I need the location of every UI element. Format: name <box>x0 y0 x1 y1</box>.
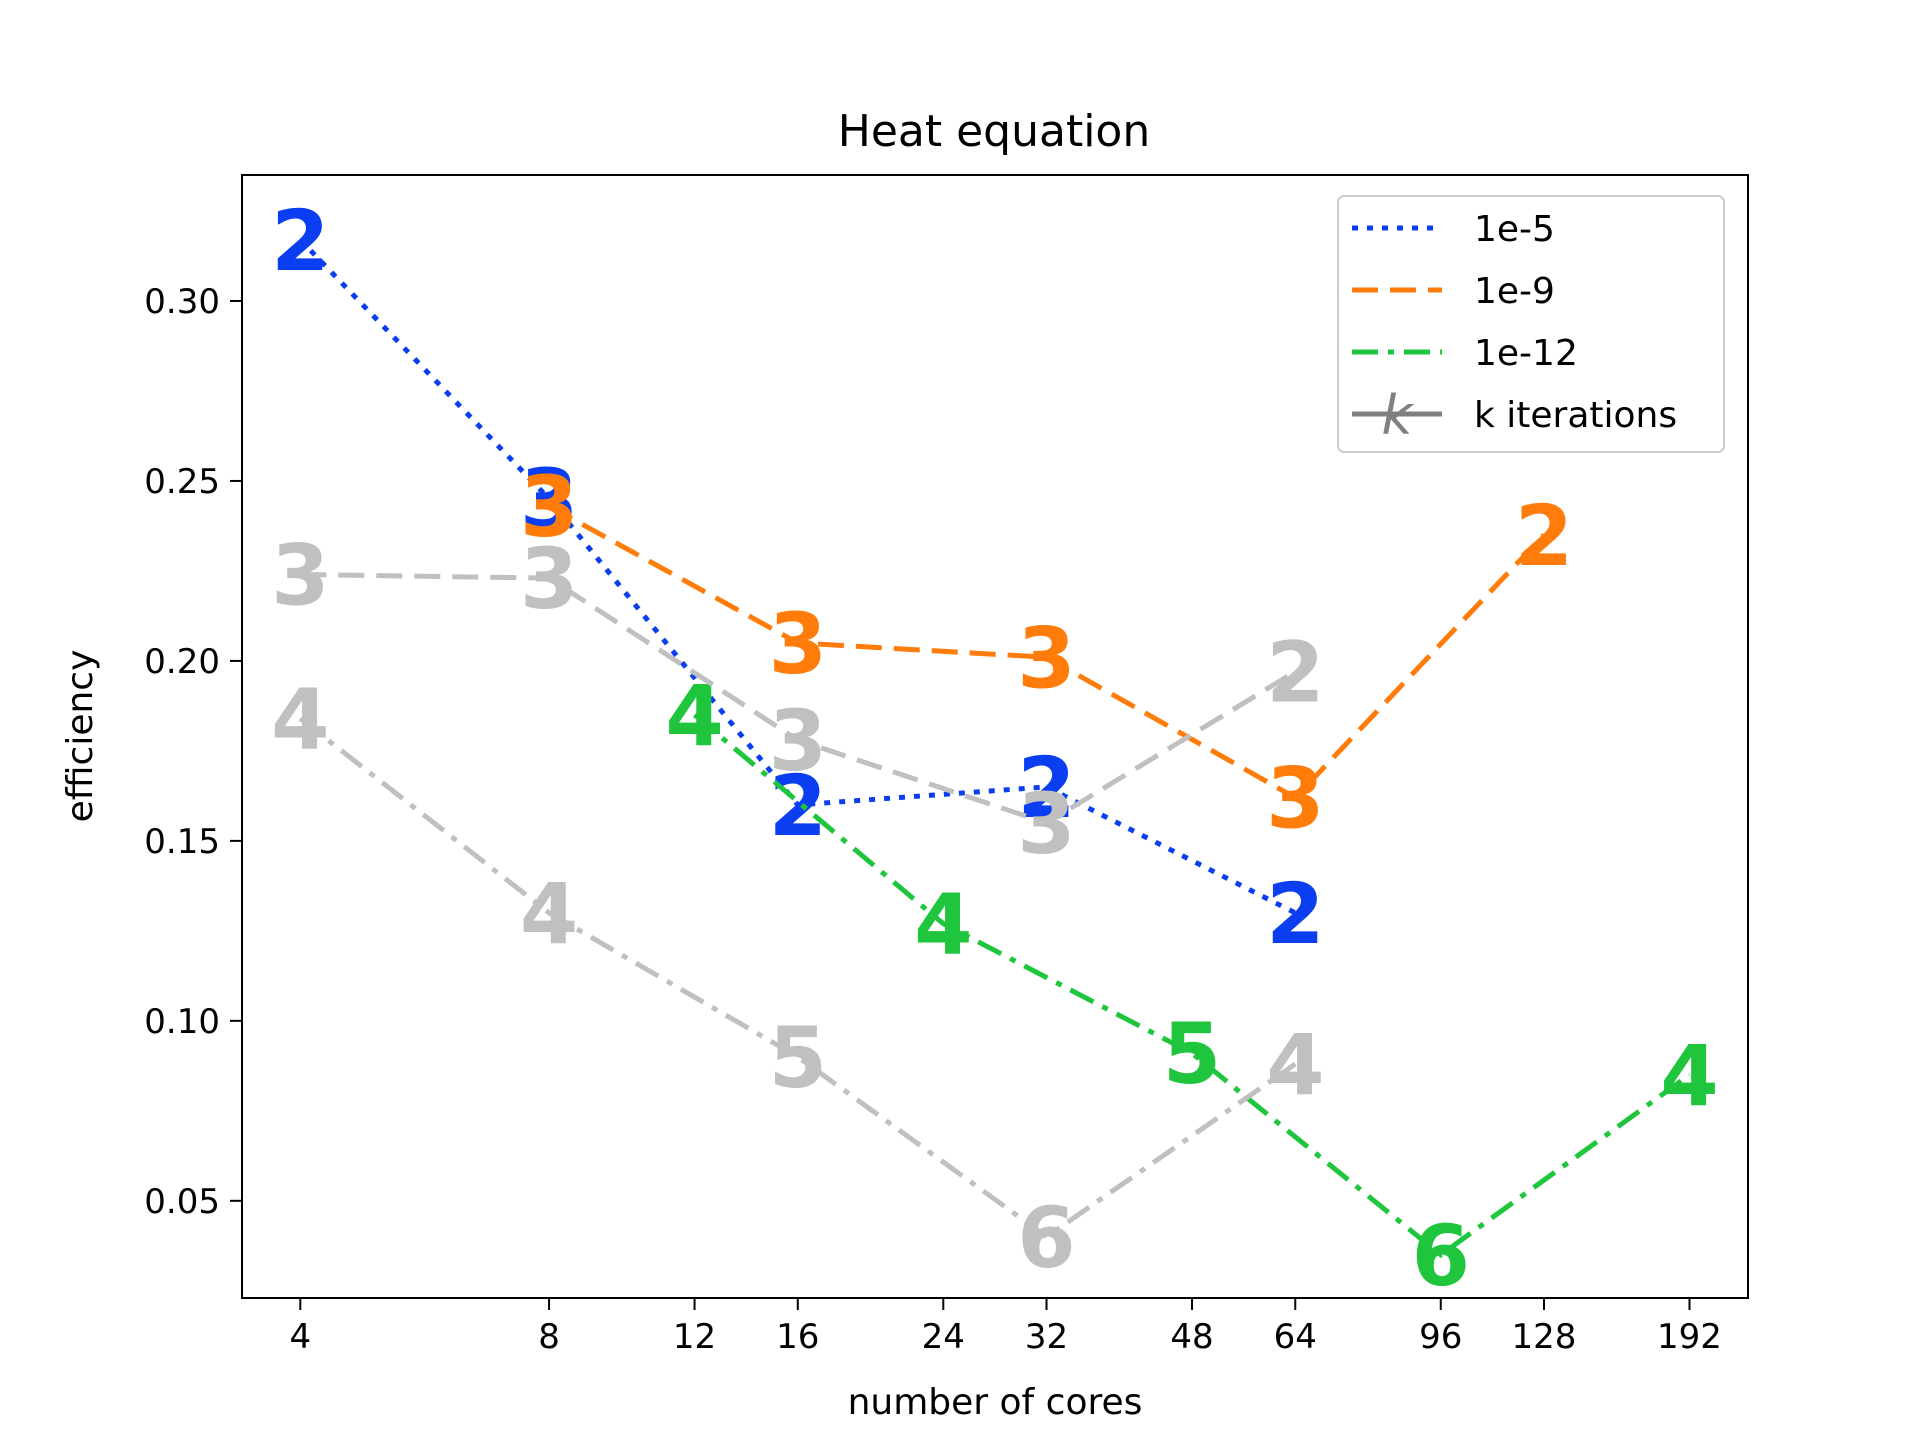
series-line <box>547 503 1546 801</box>
y-tick-label: 0.05 <box>144 1182 220 1222</box>
iteration-label: 2 <box>1266 624 1324 722</box>
legend-label: 1e-12 <box>1474 333 1578 374</box>
iteration-label: 4 <box>914 876 972 974</box>
iteration-label: 2 <box>1515 487 1573 585</box>
chart-title: Heat equation <box>838 106 1151 157</box>
iteration-label: 6 <box>1017 1189 1075 1287</box>
iteration-label: 3 <box>769 692 827 790</box>
legend-box <box>1337 195 1725 453</box>
x-tick-label: 128 <box>1512 1317 1577 1357</box>
y-tick-label: 0.20 <box>144 642 220 682</box>
iteration-label: 2 <box>769 757 827 855</box>
x-tick-label: 192 <box>1657 1317 1722 1357</box>
iteration-label: 4 <box>1266 1016 1324 1114</box>
series-line <box>692 712 1691 1258</box>
y-tick-label: 0.10 <box>144 1002 220 1042</box>
legend-item: 1e-9 <box>1352 271 1555 312</box>
iteration-label: 6 <box>1412 1207 1470 1305</box>
y-tick-label: 0.25 <box>144 462 220 502</box>
x-tick-label: 64 <box>1274 1317 1317 1357</box>
iteration-label: 3 <box>520 451 578 549</box>
series-1: 33 332 <box>520 458 1573 848</box>
series-line <box>300 572 1297 826</box>
series-line <box>298 716 1297 1240</box>
iteration-label: 3 <box>1266 750 1324 848</box>
x-tick-label: 48 <box>1170 1317 1213 1357</box>
iteration-label: 4 <box>271 671 329 769</box>
iteration-label: 3 <box>1017 609 1075 707</box>
y-axis: 0.05 0.10 0.15 0.20 0.25 0.30 <box>144 282 242 1222</box>
x-tick-label: 12 <box>673 1317 716 1357</box>
x-axis-label: number of cores <box>848 1382 1143 1423</box>
y-tick-label: 0.15 <box>144 822 220 862</box>
iteration-label: 2 <box>1266 865 1324 963</box>
x-tick-label: 96 <box>1419 1317 1462 1357</box>
x-tick-label: 4 <box>289 1317 311 1357</box>
x-tick-label: 16 <box>776 1317 819 1357</box>
legend-label: 1e-5 <box>1474 209 1555 250</box>
legend-k-marker: k <box>1381 384 1415 447</box>
x-tick-label: 8 <box>538 1317 560 1357</box>
iteration-label: 3 <box>520 458 578 556</box>
iteration-label: 2 <box>271 192 329 290</box>
y-axis-label: efficiency <box>60 650 101 823</box>
legend-label: 1e-9 <box>1474 271 1555 312</box>
legend: 1e-5 1e-9 1e-12 k k iterations <box>1337 195 1725 453</box>
legend-item: 1e-5 <box>1352 209 1555 250</box>
iteration-label: 4 <box>1660 1027 1718 1125</box>
x-tick-label: 24 <box>922 1317 965 1357</box>
iteration-label: 3 <box>1017 775 1075 873</box>
iteration-label: 4 <box>520 865 578 963</box>
y-tick-label: 0.30 <box>144 282 220 322</box>
iteration-label: 3 <box>769 595 827 693</box>
series-line <box>298 238 1297 916</box>
iteration-label: 5 <box>1163 1005 1221 1103</box>
legend-item: 1e-12 <box>1352 333 1578 374</box>
iteration-label: 3 <box>271 527 329 625</box>
iteration-label: 4 <box>665 667 723 765</box>
iteration-label: 3 <box>520 530 578 628</box>
x-axis: 4 8 12 16 24 32 48 64 96 128 192 <box>289 1298 1722 1357</box>
legend-label: k iterations <box>1474 395 1677 436</box>
legend-item: k k iterations <box>1352 384 1677 447</box>
iteration-label: 5 <box>769 1009 827 1107</box>
x-tick-label: 32 <box>1025 1317 1068 1357</box>
series-0: 232 22 <box>271 192 1324 963</box>
axes-frame <box>241 174 1749 1299</box>
